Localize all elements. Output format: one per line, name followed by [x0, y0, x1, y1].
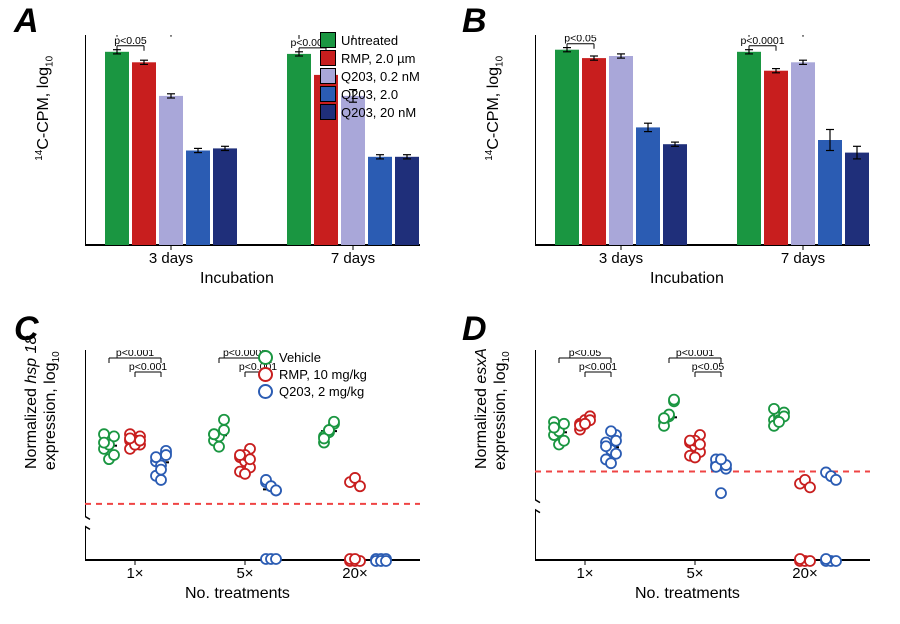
legend-a: Untreated RMP, 2.0 µm Q203, 0.2 nM Q203,… [320, 32, 420, 122]
svg-text:p<0.001: p<0.001 [129, 361, 167, 373]
y-label-c: Normalized hsp 18 [23, 449, 41, 469]
svg-text:5×: 5× [236, 565, 253, 582]
svg-text:p<0.001: p<0.001 [676, 350, 714, 359]
panel-label-d: D [462, 310, 487, 349]
svg-text:20×: 20× [342, 565, 367, 582]
legend-item-vehicle: Vehicle [258, 350, 367, 365]
y-label-c2: expression, log10 [42, 450, 62, 470]
x-label-d: No. treatments [635, 585, 740, 603]
legend-item-q203-20: Q203, 20 nM [320, 104, 420, 120]
legend-item-q203-2: Q203, 2.0 [320, 86, 420, 102]
svg-text:7 days: 7 days [331, 250, 375, 267]
legend-c: Vehicle RMP, 10 mg/kg Q203, 2 mg/kg [258, 350, 367, 401]
x-label-a: Incubation [200, 270, 274, 288]
svg-text:5×: 5× [686, 565, 703, 582]
svg-text:3 days: 3 days [149, 250, 193, 267]
legend-item-q203-02: Q203, 0.2 nM [320, 68, 420, 84]
svg-text:p<0.001: p<0.001 [579, 361, 617, 373]
x-label-b: Incubation [650, 270, 724, 288]
y-label-a: 14C-CPM, log10 [34, 141, 56, 161]
y-label-d2: expression, log10 [492, 450, 512, 470]
y-label-d: Normalized esxA [473, 449, 491, 469]
svg-text:p<0.001: p<0.001 [116, 350, 154, 359]
svg-text:p<0.0001: p<0.0001 [740, 35, 784, 47]
svg-text:3 days: 3 days [599, 250, 643, 267]
chart-d: 012345671×5×20×p<0.05p<0.001p<0.001p<0.0… [535, 350, 895, 610]
svg-text:p<0.05: p<0.05 [569, 350, 602, 359]
panel-label-b: B [462, 2, 487, 41]
svg-text:p<0.05: p<0.05 [692, 361, 725, 373]
legend-item-rmp10: RMP, 10 mg/kg [258, 367, 367, 382]
svg-text:20×: 20× [792, 565, 817, 582]
y-label-b: 14C-CPM, log10 [484, 141, 506, 161]
legend-item-q203-2mg: Q203, 2 mg/kg [258, 384, 367, 399]
svg-text:1×: 1× [126, 565, 143, 582]
svg-text:p<0.05: p<0.05 [114, 35, 147, 47]
chart-b: 0123453 days7 daysp<0.0001p<0.001p<0.05p… [535, 35, 895, 295]
x-label-c: No. treatments [185, 585, 290, 603]
svg-text:7 days: 7 days [781, 250, 825, 267]
svg-text:p<0.05: p<0.05 [564, 35, 597, 45]
svg-text:1×: 1× [576, 565, 593, 582]
legend-item-rmp: RMP, 2.0 µm [320, 50, 420, 66]
legend-item-untreated: Untreated [320, 32, 420, 48]
figure-container: A 0123453 days7 daysp<0.0001p<0.001p<0.0… [0, 0, 900, 624]
panel-label-a: A [14, 2, 39, 41]
